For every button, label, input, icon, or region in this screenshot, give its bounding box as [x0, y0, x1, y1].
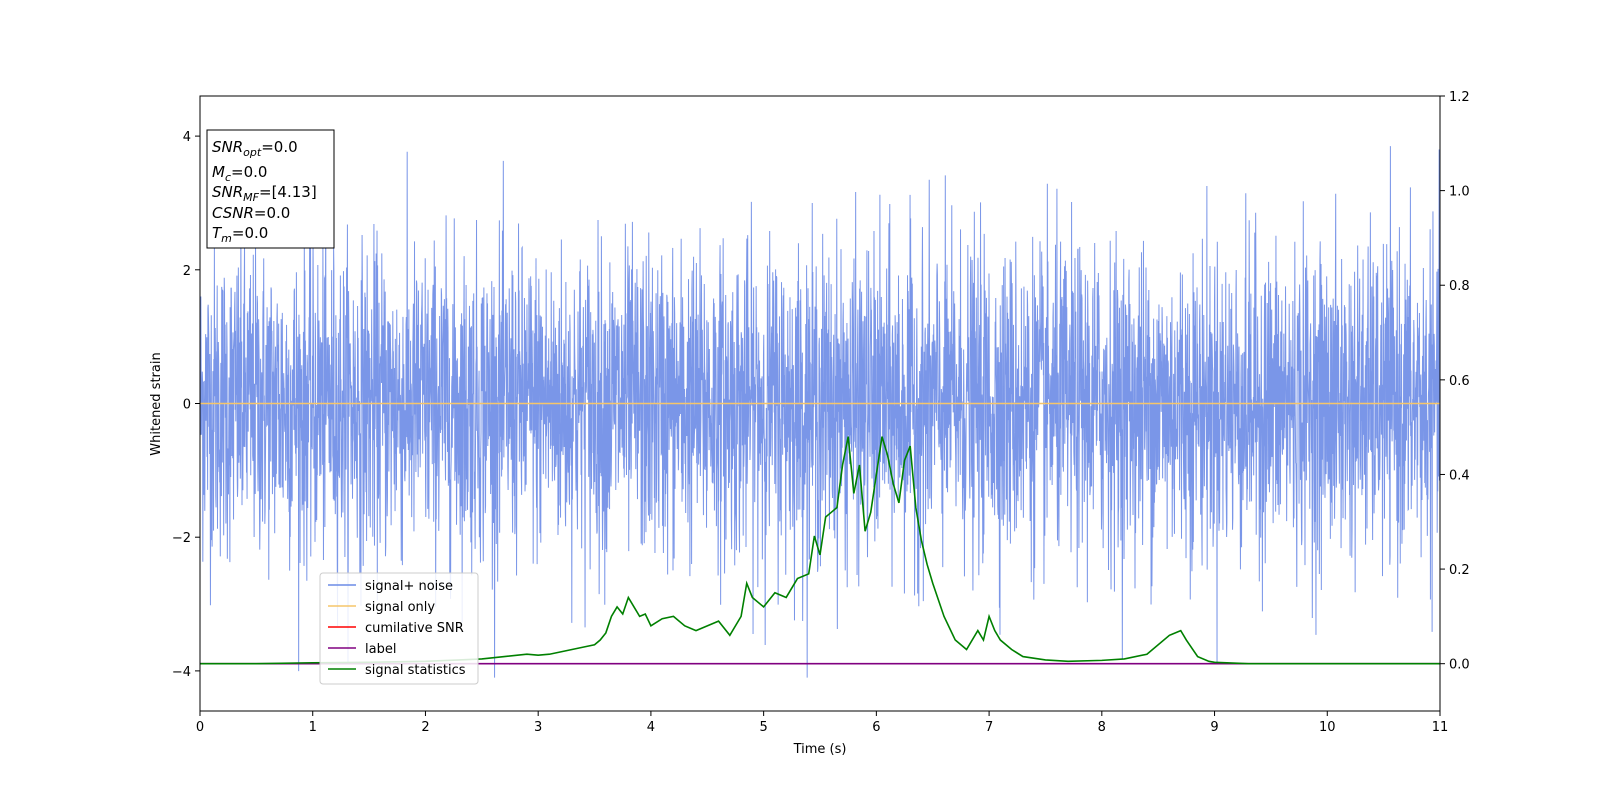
x-tick-label: 4	[647, 720, 655, 735]
x-tick-label: 2	[421, 720, 429, 735]
x-tick-label: 6	[872, 720, 880, 735]
x-axis: 0 1 2 3 4 5 6 7 8 9 10 11	[196, 711, 1448, 735]
y-axis-right: 1.2 1.0 0.8 0.6 0.4 0.2 0.0	[1440, 90, 1470, 673]
y-tick-label: 0	[183, 398, 191, 413]
series-signal-noise	[199, 146, 1441, 678]
y-tick-label: −2	[172, 531, 191, 546]
x-tick-label: 3	[534, 720, 542, 735]
x-tick-label: 8	[1098, 720, 1106, 735]
y-axis-left: 4 2 0 −2 −4	[172, 130, 200, 680]
legend-label-label: label	[365, 642, 396, 657]
y-tick-label: 2	[183, 264, 191, 279]
info-box: SNRopt=0.0 Mc=0.0 SNRMF=[4.13] CSNR=0.0 …	[206, 129, 335, 249]
x-tick-label: 10	[1319, 720, 1336, 735]
y2-tick-label: 0.8	[1449, 279, 1470, 294]
y2-tick-label: 1.0	[1449, 185, 1470, 200]
info-csnr: CSNR=0.0	[212, 204, 290, 222]
legend-label-signal-only: signal only	[365, 600, 435, 615]
legend-label-signal-statistics: signal statistics	[365, 663, 466, 678]
x-axis-label: Time (s)	[793, 742, 847, 757]
x-tick-label: 11	[1432, 720, 1449, 735]
y2-tick-label: 0.0	[1449, 658, 1470, 673]
x-tick-label: 5	[759, 720, 767, 735]
y2-tick-label: 1.2	[1449, 90, 1470, 105]
y-axis-label: Whitened strain	[149, 352, 164, 455]
x-tick-label: 1	[309, 720, 317, 735]
signal-noise-line	[199, 146, 1441, 678]
y-tick-label: −4	[172, 665, 191, 680]
legend-label-signal-noise: signal+ noise	[365, 579, 453, 594]
info-snr-opt: SNRopt=0.0	[212, 138, 298, 159]
series-line-signal-statistics	[200, 436, 1440, 665]
legend: signal+ noise signal only cumilative SNR…	[319, 572, 479, 685]
x-tick-label: 0	[196, 720, 204, 735]
info-tm: Tm=0.0	[212, 224, 268, 245]
x-tick-label: 7	[985, 720, 993, 735]
y2-tick-label: 0.4	[1449, 468, 1470, 483]
y2-tick-label: 0.6	[1449, 374, 1470, 389]
x-tick-label: 9	[1210, 720, 1218, 735]
info-mc: Mc=0.0	[212, 163, 267, 184]
y2-tick-label: 0.2	[1449, 563, 1470, 578]
info-snr-mf: SNRMF=[4.13]	[212, 183, 317, 204]
y-tick-label: 4	[183, 130, 191, 145]
legend-label-cumilative-snr: cumilative SNR	[365, 621, 464, 636]
